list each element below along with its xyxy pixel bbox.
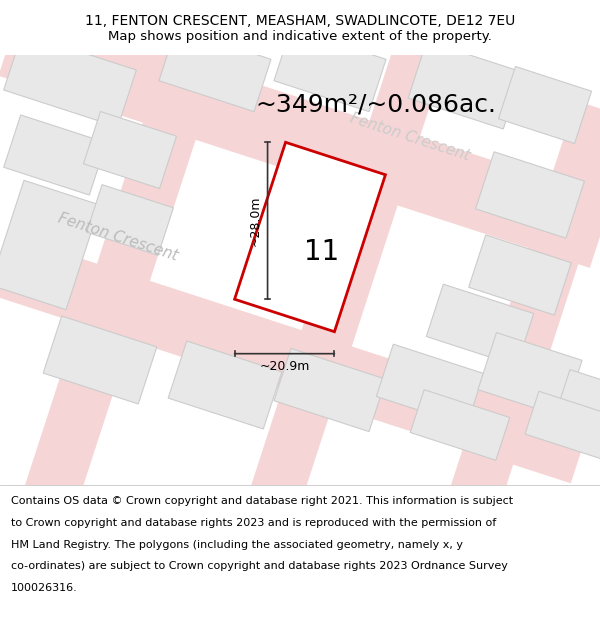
Polygon shape	[525, 391, 600, 459]
Polygon shape	[4, 33, 136, 127]
Text: Map shows position and indicative extent of the property.: Map shows position and indicative extent…	[108, 30, 492, 43]
Polygon shape	[83, 111, 176, 189]
Text: ~20.9m: ~20.9m	[259, 359, 310, 372]
Text: ~349m²/~0.086ac.: ~349m²/~0.086ac.	[255, 93, 496, 117]
Text: Fenton Crescent: Fenton Crescent	[56, 211, 180, 264]
Polygon shape	[478, 332, 582, 418]
Text: to Crown copyright and database rights 2023 and is reproduced with the permissio: to Crown copyright and database rights 2…	[11, 518, 496, 528]
Polygon shape	[427, 284, 533, 366]
Text: HM Land Registry. The polygons (including the associated geometry, namely x, y: HM Land Registry. The polygons (includin…	[11, 539, 463, 549]
Polygon shape	[410, 390, 510, 460]
Text: Fenton Crescent: Fenton Crescent	[348, 111, 472, 164]
Polygon shape	[274, 28, 386, 112]
Polygon shape	[274, 348, 386, 432]
Text: co-ordinates) are subject to Crown copyright and database rights 2023 Ordnance S: co-ordinates) are subject to Crown copyr…	[11, 561, 508, 571]
Polygon shape	[86, 184, 173, 256]
Text: 11: 11	[304, 238, 340, 266]
Text: 100026316.: 100026316.	[11, 583, 77, 593]
Polygon shape	[0, 181, 100, 309]
Text: Contains OS data © Crown copyright and database right 2021. This information is : Contains OS data © Crown copyright and d…	[11, 496, 513, 506]
Polygon shape	[168, 341, 282, 429]
Text: 11, FENTON CRESCENT, MEASHAM, SWADLINCOTE, DE12 7EU: 11, FENTON CRESCENT, MEASHAM, SWADLINCOT…	[85, 14, 515, 28]
Polygon shape	[469, 235, 571, 315]
Polygon shape	[476, 152, 584, 238]
Polygon shape	[235, 142, 385, 332]
Polygon shape	[43, 316, 157, 404]
Polygon shape	[159, 28, 271, 112]
Polygon shape	[268, 166, 368, 288]
Polygon shape	[553, 369, 600, 441]
Polygon shape	[499, 66, 592, 144]
Polygon shape	[408, 41, 522, 129]
Polygon shape	[4, 115, 106, 195]
Text: ~28.0m: ~28.0m	[248, 196, 262, 246]
Polygon shape	[376, 344, 484, 426]
